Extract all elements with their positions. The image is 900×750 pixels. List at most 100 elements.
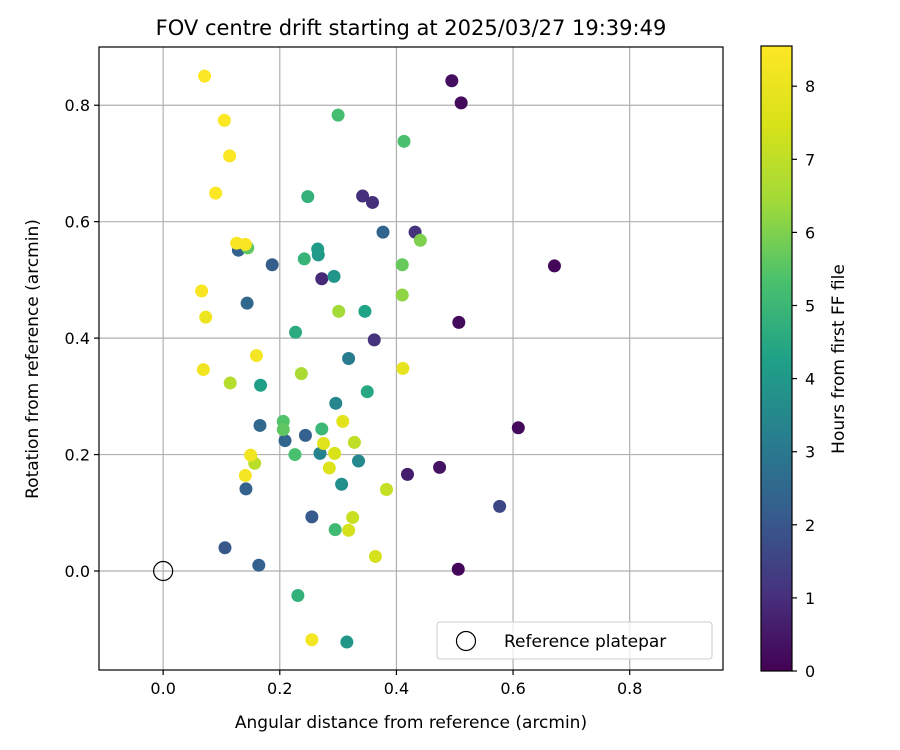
data-point <box>265 258 279 272</box>
data-point <box>297 252 311 266</box>
x-axis-ticks: 0.0 0.2 0.4 0.6 0.8 <box>150 670 642 698</box>
x-tick-label: 0.4 <box>384 679 409 698</box>
data-point <box>317 437 331 451</box>
data-point <box>311 242 325 256</box>
legend-box <box>436 621 713 660</box>
data-point <box>291 588 305 602</box>
data-point <box>380 483 394 497</box>
colorbar-tick-label: 6 <box>805 223 815 242</box>
data-point <box>315 272 329 286</box>
data-point <box>301 190 315 204</box>
data-point <box>395 288 409 302</box>
data-points <box>195 69 561 649</box>
data-point <box>195 284 209 298</box>
data-point <box>278 434 292 448</box>
data-point <box>313 446 327 460</box>
x-tick-label: 0.2 <box>267 679 292 698</box>
data-point <box>352 454 366 468</box>
colorbar: 0 1 2 3 4 5 6 7 8 Hours from first FF file <box>760 45 849 681</box>
colorbar-tick-label: 1 <box>805 589 815 608</box>
data-point <box>451 562 465 576</box>
data-point <box>315 422 329 436</box>
colorbar-tick-label: 7 <box>805 150 815 169</box>
data-point <box>413 233 427 247</box>
colorbar-tick-label: 3 <box>805 443 815 462</box>
data-point <box>238 237 252 251</box>
data-point <box>196 363 210 377</box>
colorbar-tick-label: 4 <box>805 370 815 389</box>
data-point <box>289 325 303 339</box>
data-point <box>396 361 410 375</box>
y-tick-label: 0.4 <box>65 329 90 348</box>
data-point <box>253 418 267 432</box>
legend-label: Reference platepar <box>504 632 666 652</box>
data-point <box>367 333 381 347</box>
data-point <box>252 558 266 572</box>
chart-title: FOV centre drift starting at 2025/03/27 … <box>156 16 667 40</box>
x-tick-label: 0.6 <box>500 679 525 698</box>
data-point <box>305 633 319 647</box>
data-point <box>493 499 507 513</box>
data-point <box>547 259 561 273</box>
x-tick-label: 0.8 <box>617 679 642 698</box>
y-tick-label: 0.2 <box>65 446 90 465</box>
y-tick-label: 0.6 <box>65 213 90 232</box>
reference-marker-layer <box>153 560 174 582</box>
y-axis-label: Rotation from reference (arcmin) <box>23 219 43 499</box>
data-point <box>347 435 361 449</box>
y-axis-ticks: 0.0 0.2 0.4 0.6 0.8 <box>65 96 99 581</box>
data-point <box>305 510 319 524</box>
data-point <box>294 367 308 381</box>
x-axis-label: Angular distance from reference (arcmin) <box>235 713 587 733</box>
data-point <box>454 96 468 110</box>
colorbar-gradient <box>761 46 792 671</box>
data-point <box>376 225 390 239</box>
data-point <box>199 310 213 324</box>
data-point <box>240 296 254 310</box>
data-point <box>322 461 336 475</box>
x-tick-label: 0.0 <box>150 679 175 698</box>
data-point <box>298 428 312 442</box>
data-point <box>336 414 350 428</box>
data-point <box>223 149 237 163</box>
data-point <box>217 113 231 127</box>
y-tick-label: 0.0 <box>65 562 90 581</box>
data-point <box>238 469 252 483</box>
data-point <box>288 448 302 462</box>
data-point <box>249 349 263 363</box>
grid <box>99 47 723 670</box>
data-point <box>198 69 212 83</box>
data-point <box>218 541 232 555</box>
legend: Reference platepar <box>436 621 713 660</box>
y-tick-label: 0.8 <box>65 96 90 115</box>
data-point <box>366 195 380 209</box>
data-point <box>328 446 342 460</box>
data-point <box>356 189 370 203</box>
data-point <box>395 258 409 272</box>
data-point <box>331 108 345 122</box>
data-point <box>332 304 346 318</box>
colorbar-frame <box>760 45 793 672</box>
data-point <box>346 510 360 524</box>
data-point <box>511 421 525 435</box>
data-point <box>328 523 342 537</box>
data-point <box>254 378 268 392</box>
data-point <box>358 304 372 318</box>
reference-platepar-point <box>153 560 174 582</box>
data-point <box>335 477 349 491</box>
legend-marker <box>455 630 477 652</box>
colorbar-tick-label: 5 <box>805 297 815 316</box>
colorbar-label: Hours from first FF file <box>829 264 849 454</box>
data-point <box>342 523 356 537</box>
data-point <box>239 482 253 496</box>
plot-frame <box>98 46 724 671</box>
data-point <box>223 376 237 390</box>
data-point <box>445 74 459 88</box>
colorbar-tick-label: 8 <box>805 77 815 96</box>
data-point <box>397 134 411 148</box>
colorbar-ticks: 0 1 2 3 4 5 6 7 8 <box>792 77 815 681</box>
data-point <box>452 315 466 329</box>
data-point <box>329 396 343 410</box>
data-point <box>327 269 341 283</box>
